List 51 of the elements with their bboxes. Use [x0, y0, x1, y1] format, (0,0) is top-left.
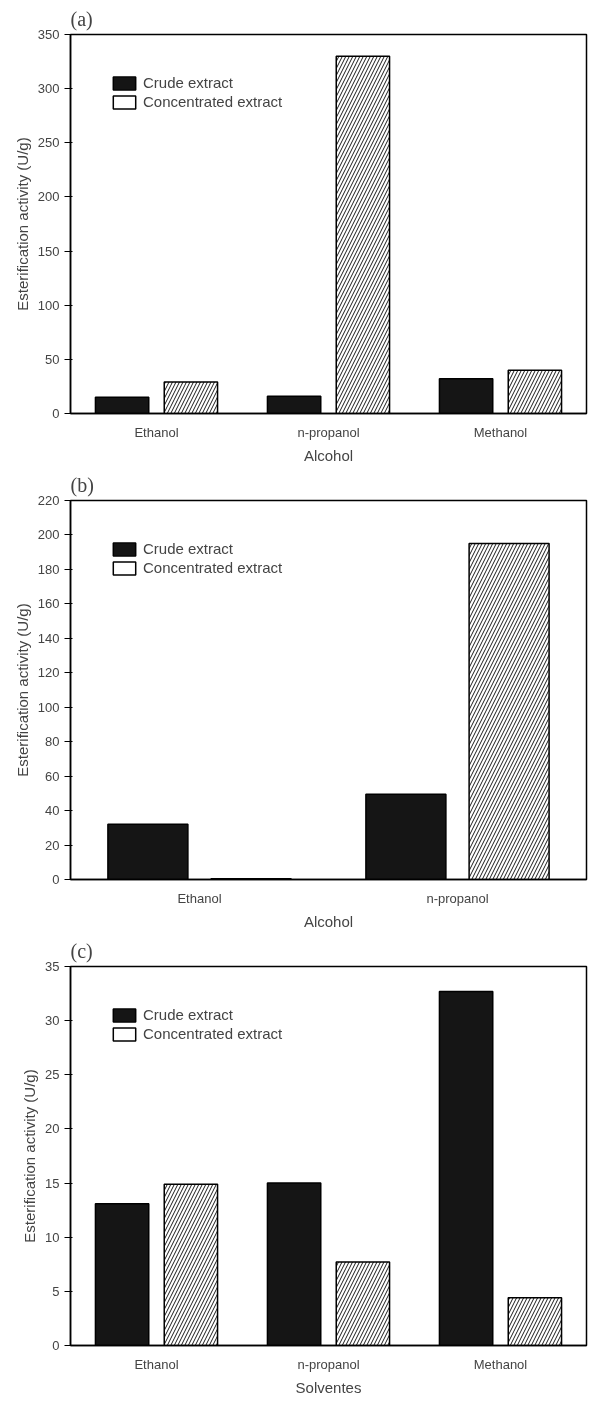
x-tick-label: Ethanol	[134, 424, 179, 440]
y-axis-title: Esterification activity (U/g)	[21, 1069, 39, 1243]
y-tick-label: 180	[37, 561, 60, 577]
y-tick-label: 150	[37, 243, 60, 259]
y-tick-label: 200	[37, 527, 60, 543]
chart-title: (c)	[70, 939, 93, 963]
y-tick-label: 200	[37, 189, 60, 205]
x-tick-label: Methanol	[473, 1356, 528, 1372]
x-axis-title: Alcohol	[303, 912, 354, 930]
y-tick-label: 5	[52, 1283, 60, 1299]
y-tick-label: 0	[52, 872, 60, 887]
y-tick-label: 140	[37, 630, 60, 646]
y-tick-label: 300	[37, 81, 60, 97]
y-tick-label: 40	[45, 803, 60, 819]
y-tick-label: 30	[45, 1013, 60, 1029]
y-tick-label: 250	[37, 135, 60, 151]
y-tick-label: 25	[45, 1067, 60, 1083]
y-tick-label: 50	[45, 351, 60, 367]
y-tick-label: 60	[45, 768, 60, 784]
x-tick-label: n-propanol	[297, 1356, 360, 1372]
y-tick-label: 0	[52, 1338, 60, 1353]
legend-label: Crude extract	[143, 74, 234, 91]
x-tick-label: Methanol	[473, 424, 528, 440]
y-tick-label: 0	[52, 406, 60, 421]
chart-title: (b)	[70, 473, 94, 497]
y-tick-label: 100	[37, 699, 60, 715]
legend-label: Crude extract	[143, 540, 234, 557]
y-tick-label: 20	[45, 837, 60, 853]
y-tick-label: 10	[45, 1229, 60, 1245]
x-tick-label: n-propanol	[297, 424, 360, 440]
x-axis-title: Alcohol	[303, 446, 354, 464]
y-tick-label: 350	[37, 27, 60, 42]
y-axis-title: Esterification activity (U/g)	[13, 137, 31, 311]
chart-title: (a)	[70, 7, 93, 31]
x-tick-label: Ethanol	[134, 1356, 179, 1372]
legend-label: Concentrated extract	[143, 559, 283, 576]
y-tick-label: 220	[37, 493, 60, 508]
x-tick-label: n-propanol	[426, 890, 489, 906]
y-tick-label: 160	[37, 596, 60, 612]
y-tick-label: 100	[37, 297, 60, 313]
y-tick-label: 20	[45, 1121, 60, 1137]
y-tick-label: 80	[45, 734, 60, 750]
y-tick-label: 15	[45, 1175, 60, 1191]
legend-label: Crude extract	[143, 1006, 234, 1023]
legend-label: Concentrated extract	[143, 93, 283, 110]
y-axis-title: Esterification activity (U/g)	[13, 603, 31, 777]
x-tick-label: Ethanol	[177, 890, 222, 906]
x-axis-title: Solventes	[295, 1378, 362, 1396]
legend-label: Concentrated extract	[143, 1025, 283, 1042]
y-tick-label: 35	[45, 959, 60, 974]
y-tick-label: 120	[37, 665, 60, 681]
